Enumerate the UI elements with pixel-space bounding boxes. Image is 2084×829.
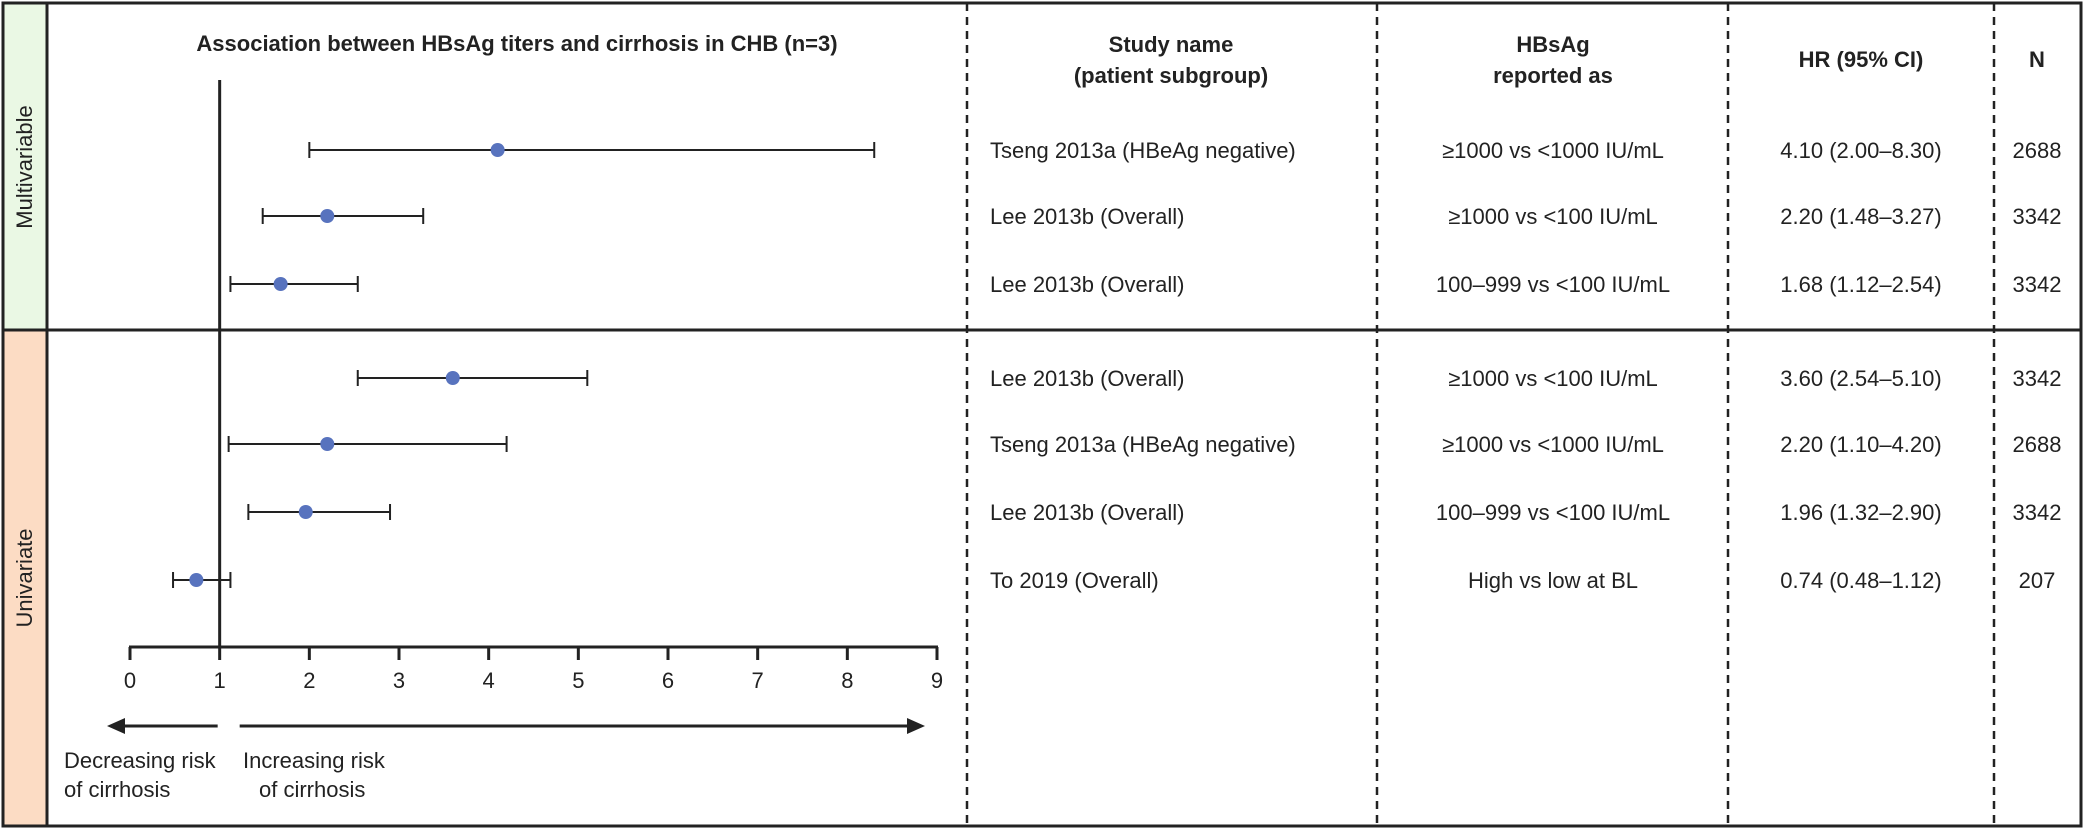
hr-point bbox=[320, 437, 335, 451]
study-name-cell: To 2019 (Overall) bbox=[990, 568, 1159, 593]
n-cell: 3342 bbox=[2013, 204, 2062, 229]
study-name-cell: Lee 2013b (Overall) bbox=[990, 272, 1184, 297]
hr-point bbox=[445, 371, 460, 385]
hr-point bbox=[298, 505, 313, 519]
study-name-cell: Tseng 2013a (HBeAg negative) bbox=[990, 138, 1296, 163]
header-hbsag-line2: reported as bbox=[1493, 63, 1613, 88]
n-cell: 2688 bbox=[2013, 138, 2062, 163]
n-cell: 3342 bbox=[2013, 272, 2062, 297]
hr-ci-cell: 1.96 (1.32–2.90) bbox=[1780, 500, 1941, 525]
header-study-line2: (patient subgroup) bbox=[1074, 63, 1268, 88]
univariate-label: Univariate bbox=[12, 528, 37, 627]
hbsag-cell: ≥1000 vs <1000 IU/mL bbox=[1442, 138, 1664, 163]
header-n: N bbox=[2029, 47, 2045, 72]
x-tick-label: 0 bbox=[124, 668, 136, 693]
x-tick-label: 4 bbox=[483, 668, 495, 693]
n-cell: 207 bbox=[2019, 568, 2056, 593]
hr-ci-cell: 3.60 (2.54–5.10) bbox=[1780, 366, 1941, 391]
increasing-risk-label-line2: of cirrhosis bbox=[259, 777, 365, 802]
forest-marks bbox=[172, 142, 876, 588]
hbsag-cell: High vs low at BL bbox=[1468, 568, 1638, 593]
hr-point bbox=[273, 277, 288, 291]
n-cell: 3342 bbox=[2013, 500, 2062, 525]
x-tick-label: 1 bbox=[214, 668, 226, 693]
x-tick-label: 5 bbox=[572, 668, 584, 693]
x-axis-ticks: 0 1 2 3 4 5 6 7 8 9 bbox=[124, 647, 943, 693]
hbsag-cell: ≥1000 vs <100 IU/mL bbox=[1448, 204, 1658, 229]
decreasing-risk-label-line1: Decreasing risk bbox=[64, 748, 217, 773]
x-tick-label: 3 bbox=[393, 668, 405, 693]
hr-ci-cell: 0.74 (0.48–1.12) bbox=[1780, 568, 1941, 593]
hr-point bbox=[490, 143, 505, 157]
multivariable-label: Multivariable bbox=[12, 105, 37, 229]
study-name-cell: Lee 2013b (Overall) bbox=[990, 500, 1184, 525]
x-tick-label: 7 bbox=[752, 668, 764, 693]
hr-point bbox=[189, 573, 204, 587]
decreasing-risk-label-line2: of cirrhosis bbox=[64, 777, 170, 802]
hr-ci-cell: 4.10 (2.00–8.30) bbox=[1780, 138, 1941, 163]
hr-point bbox=[320, 209, 335, 223]
n-cell: 2688 bbox=[2013, 432, 2062, 457]
header-hbsag-line1: HBsAg bbox=[1516, 32, 1589, 57]
decreasing-risk-arrowhead bbox=[107, 718, 125, 734]
hr-ci-cell: 1.68 (1.12–2.54) bbox=[1780, 272, 1941, 297]
x-tick-label: 8 bbox=[841, 668, 853, 693]
x-tick-label: 2 bbox=[303, 668, 315, 693]
table-rows: Tseng 2013a (HBeAg negative) ≥1000 vs <10… bbox=[990, 138, 2061, 593]
header-study-line1: Study name bbox=[1109, 32, 1234, 57]
hbsag-cell: 100–999 vs <100 IU/mL bbox=[1436, 500, 1670, 525]
header-hr: HR (95% CI) bbox=[1799, 47, 1924, 72]
increasing-risk-label-line1: Increasing risk bbox=[243, 748, 386, 773]
increasing-risk-arrowhead bbox=[907, 718, 925, 734]
hr-ci-cell: 2.20 (1.10–4.20) bbox=[1780, 432, 1941, 457]
x-tick-label: 9 bbox=[931, 668, 943, 693]
hr-ci-cell: 2.20 (1.48–3.27) bbox=[1780, 204, 1941, 229]
hbsag-cell: ≥1000 vs <100 IU/mL bbox=[1448, 366, 1658, 391]
hbsag-cell: ≥1000 vs <1000 IU/mL bbox=[1442, 432, 1664, 457]
hbsag-cell: 100–999 vs <100 IU/mL bbox=[1436, 272, 1670, 297]
study-name-cell: Lee 2013b (Overall) bbox=[990, 366, 1184, 391]
chart-title: Association between HBsAg titers and cir… bbox=[196, 31, 837, 56]
x-tick-label: 6 bbox=[662, 668, 674, 693]
study-name-cell: Lee 2013b (Overall) bbox=[990, 204, 1184, 229]
study-name-cell: Tseng 2013a (HBeAg negative) bbox=[990, 432, 1296, 457]
n-cell: 3342 bbox=[2013, 366, 2062, 391]
